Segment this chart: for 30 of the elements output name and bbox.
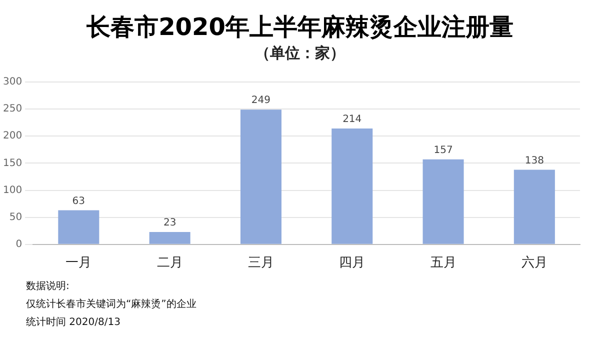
chart-subtitle: （单位：家） [254,43,346,64]
y-tick-label: 300 [2,76,22,88]
y-tick-label: 150 [2,158,22,169]
x-tick-label: 二月 [156,256,183,271]
y-tick-label: 200 [2,130,22,142]
x-tick-label: 五月 [430,256,456,271]
x-tick-label: 六月 [521,256,548,271]
data-label: 23 [163,218,176,229]
y-tick-label: 100 [2,184,22,196]
bar [332,128,373,244]
x-tick-label: 四月 [339,256,366,271]
y-tick-label: 0 [16,238,22,250]
chart-title: 长春市2020年上半年麻辣烫企业注册量 [86,12,514,42]
text: 仅统计长春市关键词为“麻辣烫”的企业 [26,298,198,312]
bar [422,159,464,244]
bar [58,210,100,244]
bar [149,232,190,244]
x-tick-label: 三月 [248,256,274,271]
y-tick-label: 250 [2,104,22,115]
data-label: 63 [72,196,86,207]
data-label: 249 [251,95,271,106]
text: 统计时间 2020/8/13 [26,316,122,330]
data-label: 138 [524,155,544,166]
bar [240,110,282,244]
data-label: 157 [434,145,453,156]
data-label: 214 [342,114,362,126]
y-tick-label: 50 [9,212,22,223]
bar [514,170,555,244]
text: 数据说明: [26,280,70,294]
x-tick-label: 一月 [66,256,92,271]
